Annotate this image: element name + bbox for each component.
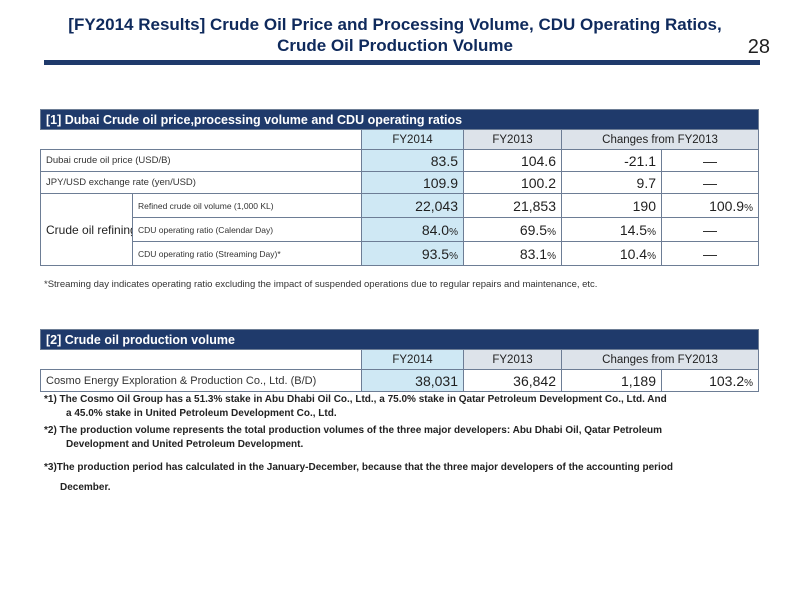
value: 14.5 — [619, 221, 648, 238]
title-divider — [44, 60, 760, 65]
table1-corner — [40, 129, 362, 150]
note-2: *2) The production volume represents the… — [44, 424, 754, 452]
page-title: [FY2014 Results] Crude Oil Price and Pro… — [40, 14, 750, 56]
note-3-line-2: December. — [60, 482, 111, 493]
production-volume-table: [2] Crude oil production volume FY2014 F… — [39, 329, 760, 392]
cell-fy2013: 104.6 — [463, 149, 562, 172]
cell-change: 190 — [561, 193, 662, 218]
table-row: Crude oil refining Refined crude oil vol… — [40, 193, 760, 266]
crude-price-table: [1] Dubai Crude oil price,processing vol… — [39, 109, 760, 266]
cell-change: 10.4% — [561, 241, 662, 266]
page-number: 28 — [747, 36, 770, 58]
col-fy2013: FY2013 — [463, 129, 562, 150]
unit: % — [647, 226, 656, 238]
streaming-day-footnote: *Streaming day indicates operating ratio… — [44, 279, 598, 290]
unit: % — [547, 226, 556, 238]
row-label: CDU operating ratio (Calendar Day) — [132, 217, 362, 242]
value: 93.5 — [421, 245, 450, 262]
note-2-line-2: Development and United Petroleum Develop… — [66, 439, 304, 450]
row-label: Cosmo Energy Exploration & Production Co… — [40, 369, 362, 392]
ratio-unit: % — [744, 377, 754, 389]
table-row: JPY/USD exchange rate (yen/USD) 109.9 10… — [40, 171, 760, 194]
table1-heading: [1] Dubai Crude oil price,processing vol… — [39, 109, 760, 130]
col-fy2014: FY2014 — [361, 129, 464, 150]
value: 83.1 — [519, 245, 548, 262]
cell-ratio: — — [660, 217, 760, 242]
cell-change: 14.5% — [561, 217, 662, 242]
cell-fy2013: 83.1% — [463, 241, 562, 266]
cell-fy2014: 84.0% — [361, 217, 464, 242]
col-changes: Changes from FY2013 — [560, 349, 760, 370]
col-fy2013: FY2013 — [463, 349, 562, 370]
col-changes: Changes from FY2013 — [560, 129, 760, 150]
cell-fy2014: 83.5 — [361, 149, 464, 172]
unit: % — [647, 250, 656, 262]
table-row: CDU operating ratio (Calendar Day) 84.0%… — [41, 217, 760, 242]
note-2-line-1: *2) The production volume represents the… — [44, 425, 663, 436]
unit: % — [449, 250, 458, 262]
col-fy2014: FY2014 — [361, 349, 464, 370]
table2-heading: [2] Crude oil production volume — [39, 329, 760, 350]
row-label: JPY/USD exchange rate (yen/USD) — [40, 171, 362, 194]
cell-ratio: 100.9% — [660, 193, 760, 218]
notes: *1) The Cosmo Oil Group has a 51.3% stak… — [44, 393, 754, 501]
cell-ratio: — — [660, 149, 760, 172]
note-1-line-2: a 45.0% stake in United Petroleum Develo… — [66, 408, 337, 419]
cell-fy2013: 100.2 — [463, 171, 562, 194]
title-line-1: [FY2014 Results] Crude Oil Price and Pro… — [68, 15, 722, 34]
title-line-2: Crude Oil Production Volume — [277, 36, 513, 55]
row-label: Dubai crude oil price (USD/B) — [40, 149, 362, 172]
cell-fy2014: 38,031 — [361, 369, 464, 392]
cell-change: 1,189 — [561, 369, 662, 392]
group-label: Crude oil refining — [40, 193, 133, 266]
table-row: Dubai crude oil price (USD/B) 83.5 104.6… — [40, 149, 760, 172]
cell-fy2013: 36,842 — [463, 369, 562, 392]
row-label: CDU operating ratio (Streaming Day)* — [132, 241, 362, 266]
value: 84.0 — [421, 221, 450, 238]
ratio-value: 100.9 — [709, 197, 745, 214]
ratio-value: 103.2 — [709, 372, 745, 389]
cell-fy2013: 21,853 — [463, 193, 562, 218]
ratio-unit: % — [744, 202, 754, 214]
cell-change: 9.7 — [561, 171, 662, 194]
cell-ratio: — — [660, 171, 760, 194]
unit: % — [449, 226, 458, 238]
table-row: Cosmo Energy Exploration & Production Co… — [40, 369, 760, 392]
note-1: *1) The Cosmo Oil Group has a 51.3% stak… — [44, 393, 754, 421]
cell-ratio: 103.2% — [660, 369, 760, 392]
note-1-line-1: *1) The Cosmo Oil Group has a 51.3% stak… — [44, 394, 667, 405]
value: 10.4 — [619, 245, 648, 262]
cell-fy2014: 93.5% — [361, 241, 464, 266]
unit: % — [547, 250, 556, 262]
note-3: *3)The production period has calculated … — [44, 458, 754, 498]
cell-ratio: — — [660, 241, 760, 266]
cell-fy2014: 22,043 — [361, 193, 464, 218]
value: 69.5 — [519, 221, 548, 238]
table2-corner — [40, 349, 362, 370]
cell-change: -21.1 — [561, 149, 662, 172]
cell-fy2014: 109.9 — [361, 171, 464, 194]
table-row: CDU operating ratio (Streaming Day)* 93.… — [41, 241, 760, 266]
cell-fy2013: 69.5% — [463, 217, 562, 242]
row-label: Refined crude oil volume (1,000 KL) — [132, 193, 362, 218]
note-3-line-1: *3)The production period has calculated … — [44, 462, 674, 473]
